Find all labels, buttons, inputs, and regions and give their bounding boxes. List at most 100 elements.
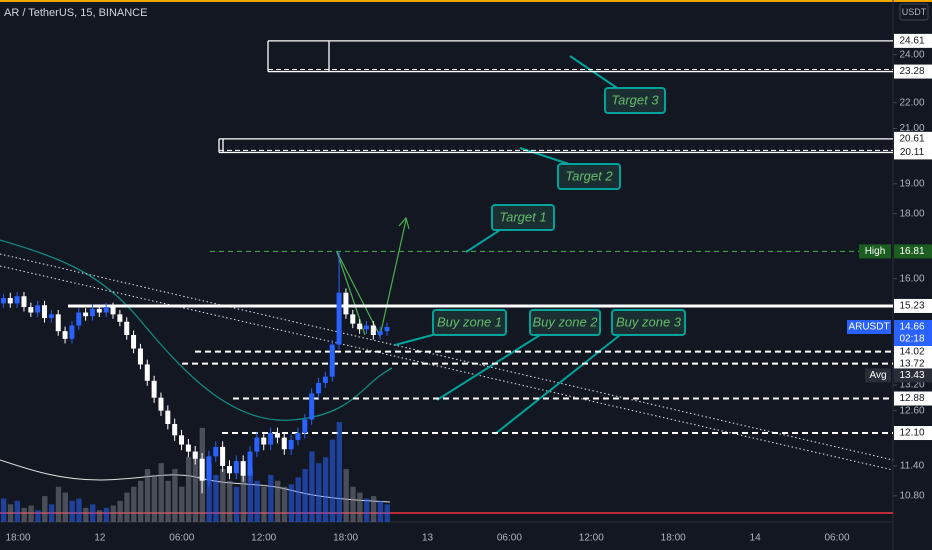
volume-bar — [275, 480, 281, 522]
tag-name-box — [847, 320, 891, 335]
volume-bar — [357, 492, 363, 522]
candle-body — [76, 312, 82, 326]
tag-name-box — [859, 244, 891, 259]
volume-bar — [179, 486, 185, 522]
y-tick-label: 22.00 — [899, 97, 924, 108]
volume-bar — [96, 510, 103, 522]
x-tick-label: 12:00 — [579, 533, 604, 544]
pointer — [394, 332, 441, 346]
x-tick-label: 18:00 — [661, 533, 686, 544]
level-tag-label: 12.10 — [899, 428, 924, 439]
annotation: Target 2 — [565, 168, 613, 183]
x-tick-label: 12:00 — [251, 533, 276, 544]
x-tick-label: 18:00 — [5, 533, 30, 544]
volume-bar — [295, 477, 301, 522]
volume-bar — [309, 451, 315, 522]
level-tag — [894, 298, 932, 313]
volume-bar — [131, 486, 137, 522]
volume-bar — [336, 422, 342, 522]
volume-bar — [350, 486, 356, 522]
candle-body — [172, 423, 178, 436]
level-tag-label: 23.28 — [899, 66, 924, 77]
volume-bar — [21, 507, 27, 522]
annotation-box — [491, 204, 555, 231]
volume-bar — [370, 496, 377, 522]
y-tick-label: 18.00 — [899, 208, 924, 219]
candle-body — [377, 331, 383, 335]
candle-body — [309, 393, 315, 420]
candle-body — [363, 325, 369, 330]
volume-bar — [7, 504, 14, 522]
price-tag — [894, 320, 932, 347]
candle-body — [103, 307, 109, 313]
level-tag — [894, 356, 932, 371]
volume-bar — [69, 500, 75, 522]
price-tag-label: 13.43 — [899, 370, 924, 381]
candle-body — [42, 305, 48, 319]
volume-bar — [316, 463, 322, 522]
candle-body — [35, 305, 41, 313]
annotation: Buy zone 1 — [437, 314, 502, 329]
volume-bar — [384, 504, 390, 522]
candle-body — [69, 325, 75, 339]
trend-line — [0, 253, 894, 461]
candle-body — [350, 314, 356, 324]
candle-body — [0, 298, 6, 304]
pointer — [465, 229, 501, 253]
annotation-box — [611, 309, 686, 336]
volume-bar — [240, 474, 247, 522]
candle-body — [151, 380, 157, 398]
candle-body — [357, 323, 363, 330]
level-tag-label: 12.88 — [899, 393, 924, 404]
level-tag-label: 24.61 — [899, 36, 924, 47]
candle-body — [144, 364, 150, 381]
currency-label: USDT — [902, 7, 927, 17]
candle-body — [268, 433, 274, 445]
volume-bar — [35, 510, 41, 522]
candle-body — [7, 298, 13, 304]
candle-body — [295, 433, 301, 440]
candle-body — [322, 376, 328, 383]
x-tick-label: 06:00 — [169, 533, 194, 544]
currency-box — [899, 3, 929, 21]
candle-body — [110, 307, 116, 315]
volume-bar — [220, 469, 226, 522]
candle-body — [240, 461, 246, 476]
volume-bar — [165, 480, 171, 522]
volume-bar — [48, 504, 55, 522]
candle-body — [137, 348, 143, 365]
tag-name-box — [865, 368, 891, 383]
candle-body — [21, 296, 27, 308]
y-tick-label: 16.00 — [899, 273, 924, 284]
arrow-head — [398, 216, 410, 230]
level-tag — [894, 391, 932, 406]
pointer — [569, 55, 621, 91]
volume-bar — [302, 469, 308, 522]
volume-bar — [14, 500, 21, 522]
projection-arrow — [336, 251, 366, 336]
candle-body — [213, 446, 219, 457]
drawings — [0, 55, 894, 514]
volume-bar — [117, 500, 123, 522]
trend-line — [0, 265, 894, 471]
candle-body — [254, 437, 260, 452]
countdown: 02:18 — [899, 334, 924, 345]
level-tag — [894, 33, 932, 48]
annotation-box — [529, 309, 601, 336]
candle-body — [316, 382, 322, 394]
candle-body — [199, 458, 205, 481]
volume-bar — [76, 498, 82, 522]
y-tick-label: 24.00 — [899, 49, 924, 60]
level-tag — [894, 64, 932, 79]
candle-body — [343, 292, 349, 315]
volume-bar — [288, 484, 295, 522]
candle-body — [179, 435, 185, 445]
annotation-box — [557, 163, 621, 190]
volume-bar — [329, 439, 336, 522]
y-tick-label: 19.00 — [899, 178, 924, 189]
candle-body — [226, 465, 232, 474]
volume-bar — [213, 474, 219, 522]
volume-bar — [138, 480, 144, 522]
candle-body — [220, 446, 226, 466]
